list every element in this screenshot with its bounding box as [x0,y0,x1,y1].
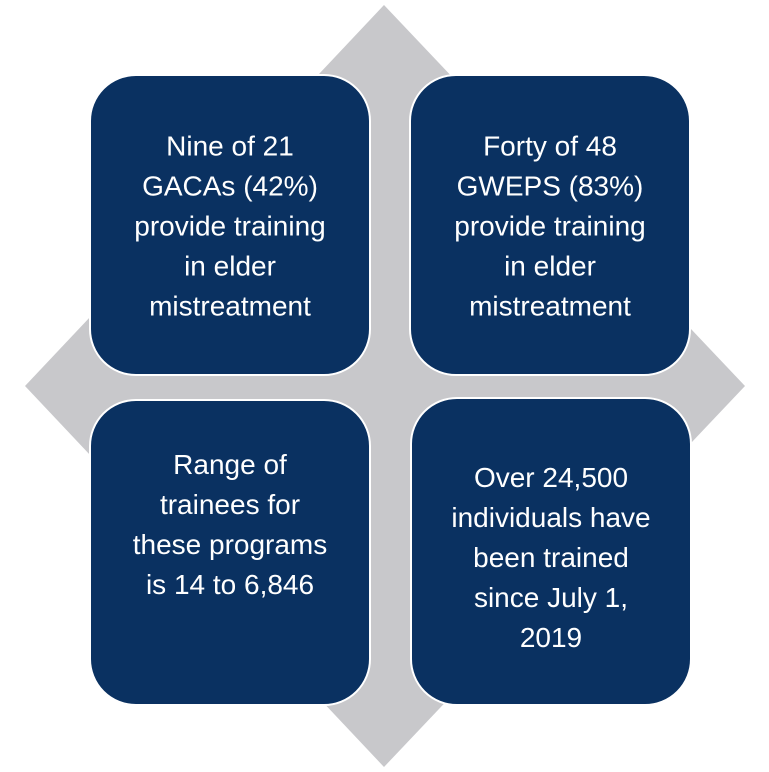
box-text-line: mistreatment [149,290,311,321]
box-text-line: Range of [173,449,287,480]
box-text-line: GACAs (42%) [142,170,318,201]
box-text-line: Over 24,500 [474,462,628,493]
box-text-line: GWEPS (83%) [457,170,644,201]
box-text-line: individuals have [451,502,650,533]
box-text-line: is 14 to 6,846 [146,569,314,600]
boxes: Nine of 21 GACAs (42%) provide training in … [89,74,692,706]
box-text-line: in elder [184,250,276,281]
box-text-line: provide training [134,210,325,241]
info-box [410,397,692,706]
info-box [89,74,371,376]
box-text-line: Forty of 48 [483,130,617,161]
box-text-line: mistreatment [469,290,631,321]
box-text-line: in elder [504,250,596,281]
box-text-line: been trained [473,542,629,573]
box-text-line: Nine of 21 [166,130,294,161]
box-text-line: provide training [454,210,645,241]
box-text-line: trainees for [160,489,300,520]
box-text-line: these programs [133,529,328,560]
box-text-line: since July 1, [474,582,628,613]
info-box [89,399,371,706]
info-box [409,74,691,376]
box-text-line: 2019 [520,622,582,653]
